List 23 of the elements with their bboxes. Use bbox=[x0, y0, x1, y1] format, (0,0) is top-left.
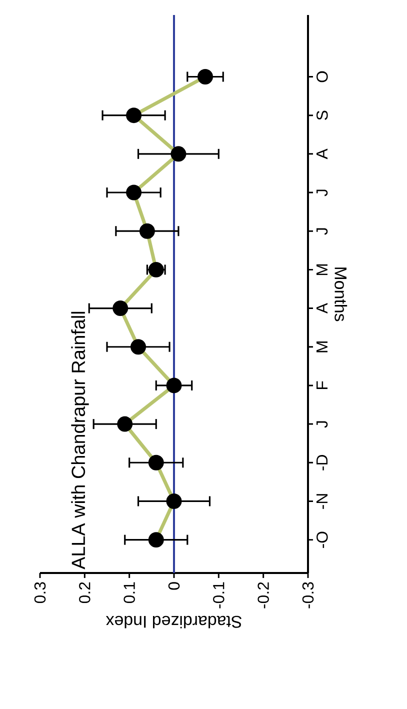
y-tick-label: M bbox=[316, 342, 328, 352]
y-tick-label: J bbox=[316, 190, 328, 196]
y-tick-label: A bbox=[316, 302, 328, 314]
y-tick-label: S bbox=[316, 110, 328, 120]
y-tick-label: F bbox=[316, 381, 328, 390]
x-tick-label: 0.1 bbox=[124, 582, 135, 604]
y-tick-label: -O bbox=[316, 532, 328, 548]
y-tick-label: -N bbox=[316, 494, 328, 509]
y-tick-label: J bbox=[316, 421, 328, 428]
y-tick-label: M bbox=[316, 264, 328, 276]
x-tick-label: -0.2 bbox=[258, 582, 269, 608]
y-axis-title: Months bbox=[334, 268, 348, 322]
x-tick-label: 0.3 bbox=[34, 582, 46, 604]
y-tick-label: A bbox=[316, 148, 328, 160]
y-tick-label: J bbox=[316, 228, 328, 235]
x-tick-label: 0 bbox=[168, 582, 180, 590]
y-tick-label: O bbox=[316, 71, 328, 82]
x-tick-label: -0.3 bbox=[302, 582, 314, 608]
x-axis-title: Stadardized Index bbox=[106, 616, 242, 628]
x-tick-label: 0.2 bbox=[79, 582, 90, 604]
text: ALLA with Chandrapur Rainfall bbox=[71, 312, 89, 570]
x-tick-label: -0.1 bbox=[213, 582, 224, 608]
y-tick-label: -D bbox=[316, 454, 328, 470]
